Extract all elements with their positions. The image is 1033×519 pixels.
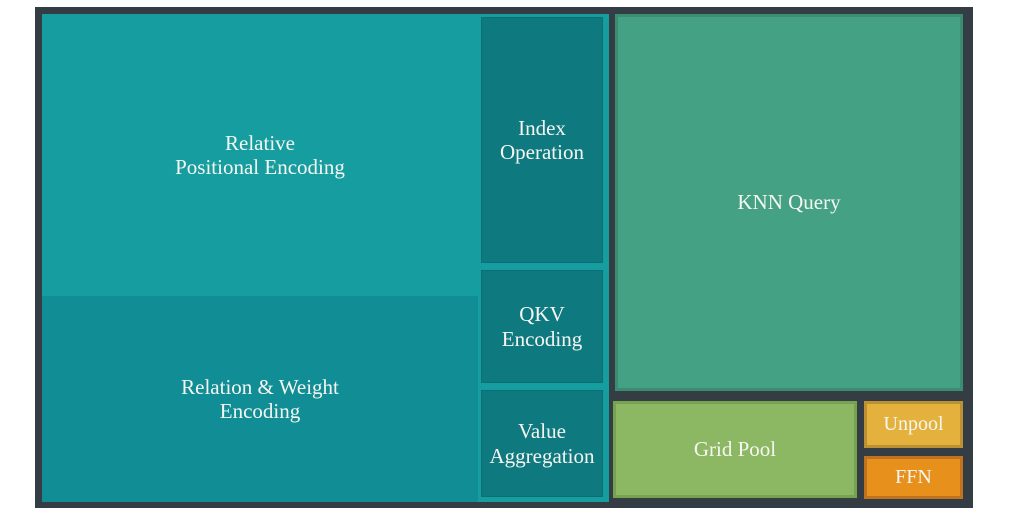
treemap-label-relative-positional-encoding: Relative Positional Encoding: [175, 130, 345, 179]
treemap-block-grid-pool: Grid Pool: [613, 401, 857, 498]
treemap-label-relation-weight-encoding: Relation & Weight Encoding: [181, 374, 339, 423]
treemap-label-unpool: Unpool: [883, 413, 944, 435]
treemap-block-relation-weight-encoding: Relation & Weight Encoding: [42, 296, 478, 502]
treemap-block-unpool: Unpool: [864, 401, 963, 448]
treemap-label-ffn: FFN: [895, 466, 932, 488]
treemap-label-grid-pool: Grid Pool: [693, 437, 777, 462]
treemap-canvas: Relative Positional Encoding Relation & …: [35, 7, 973, 508]
treemap-block-qkv-encoding: QKV Encoding: [481, 270, 603, 383]
treemap-label-knn-query: KNN Query: [737, 190, 841, 215]
treemap-label-index-operation: Index Operation: [500, 115, 584, 164]
treemap-block-knn-query: KNN Query: [615, 14, 963, 391]
treemap-label-qkv-encoding: QKV Encoding: [501, 302, 583, 351]
treemap-block-ffn: FFN: [864, 456, 963, 499]
treemap-block-value-aggregation: Value Aggregation: [481, 390, 603, 497]
treemap-block-index-operation: Index Operation: [481, 17, 603, 263]
treemap-label-value-aggregation: Value Aggregation: [489, 419, 595, 468]
treemap-block-relative-positional-encoding: Relative Positional Encoding: [42, 14, 478, 296]
treemap-group-attention-encoding: Relative Positional Encoding Relation & …: [42, 14, 609, 502]
